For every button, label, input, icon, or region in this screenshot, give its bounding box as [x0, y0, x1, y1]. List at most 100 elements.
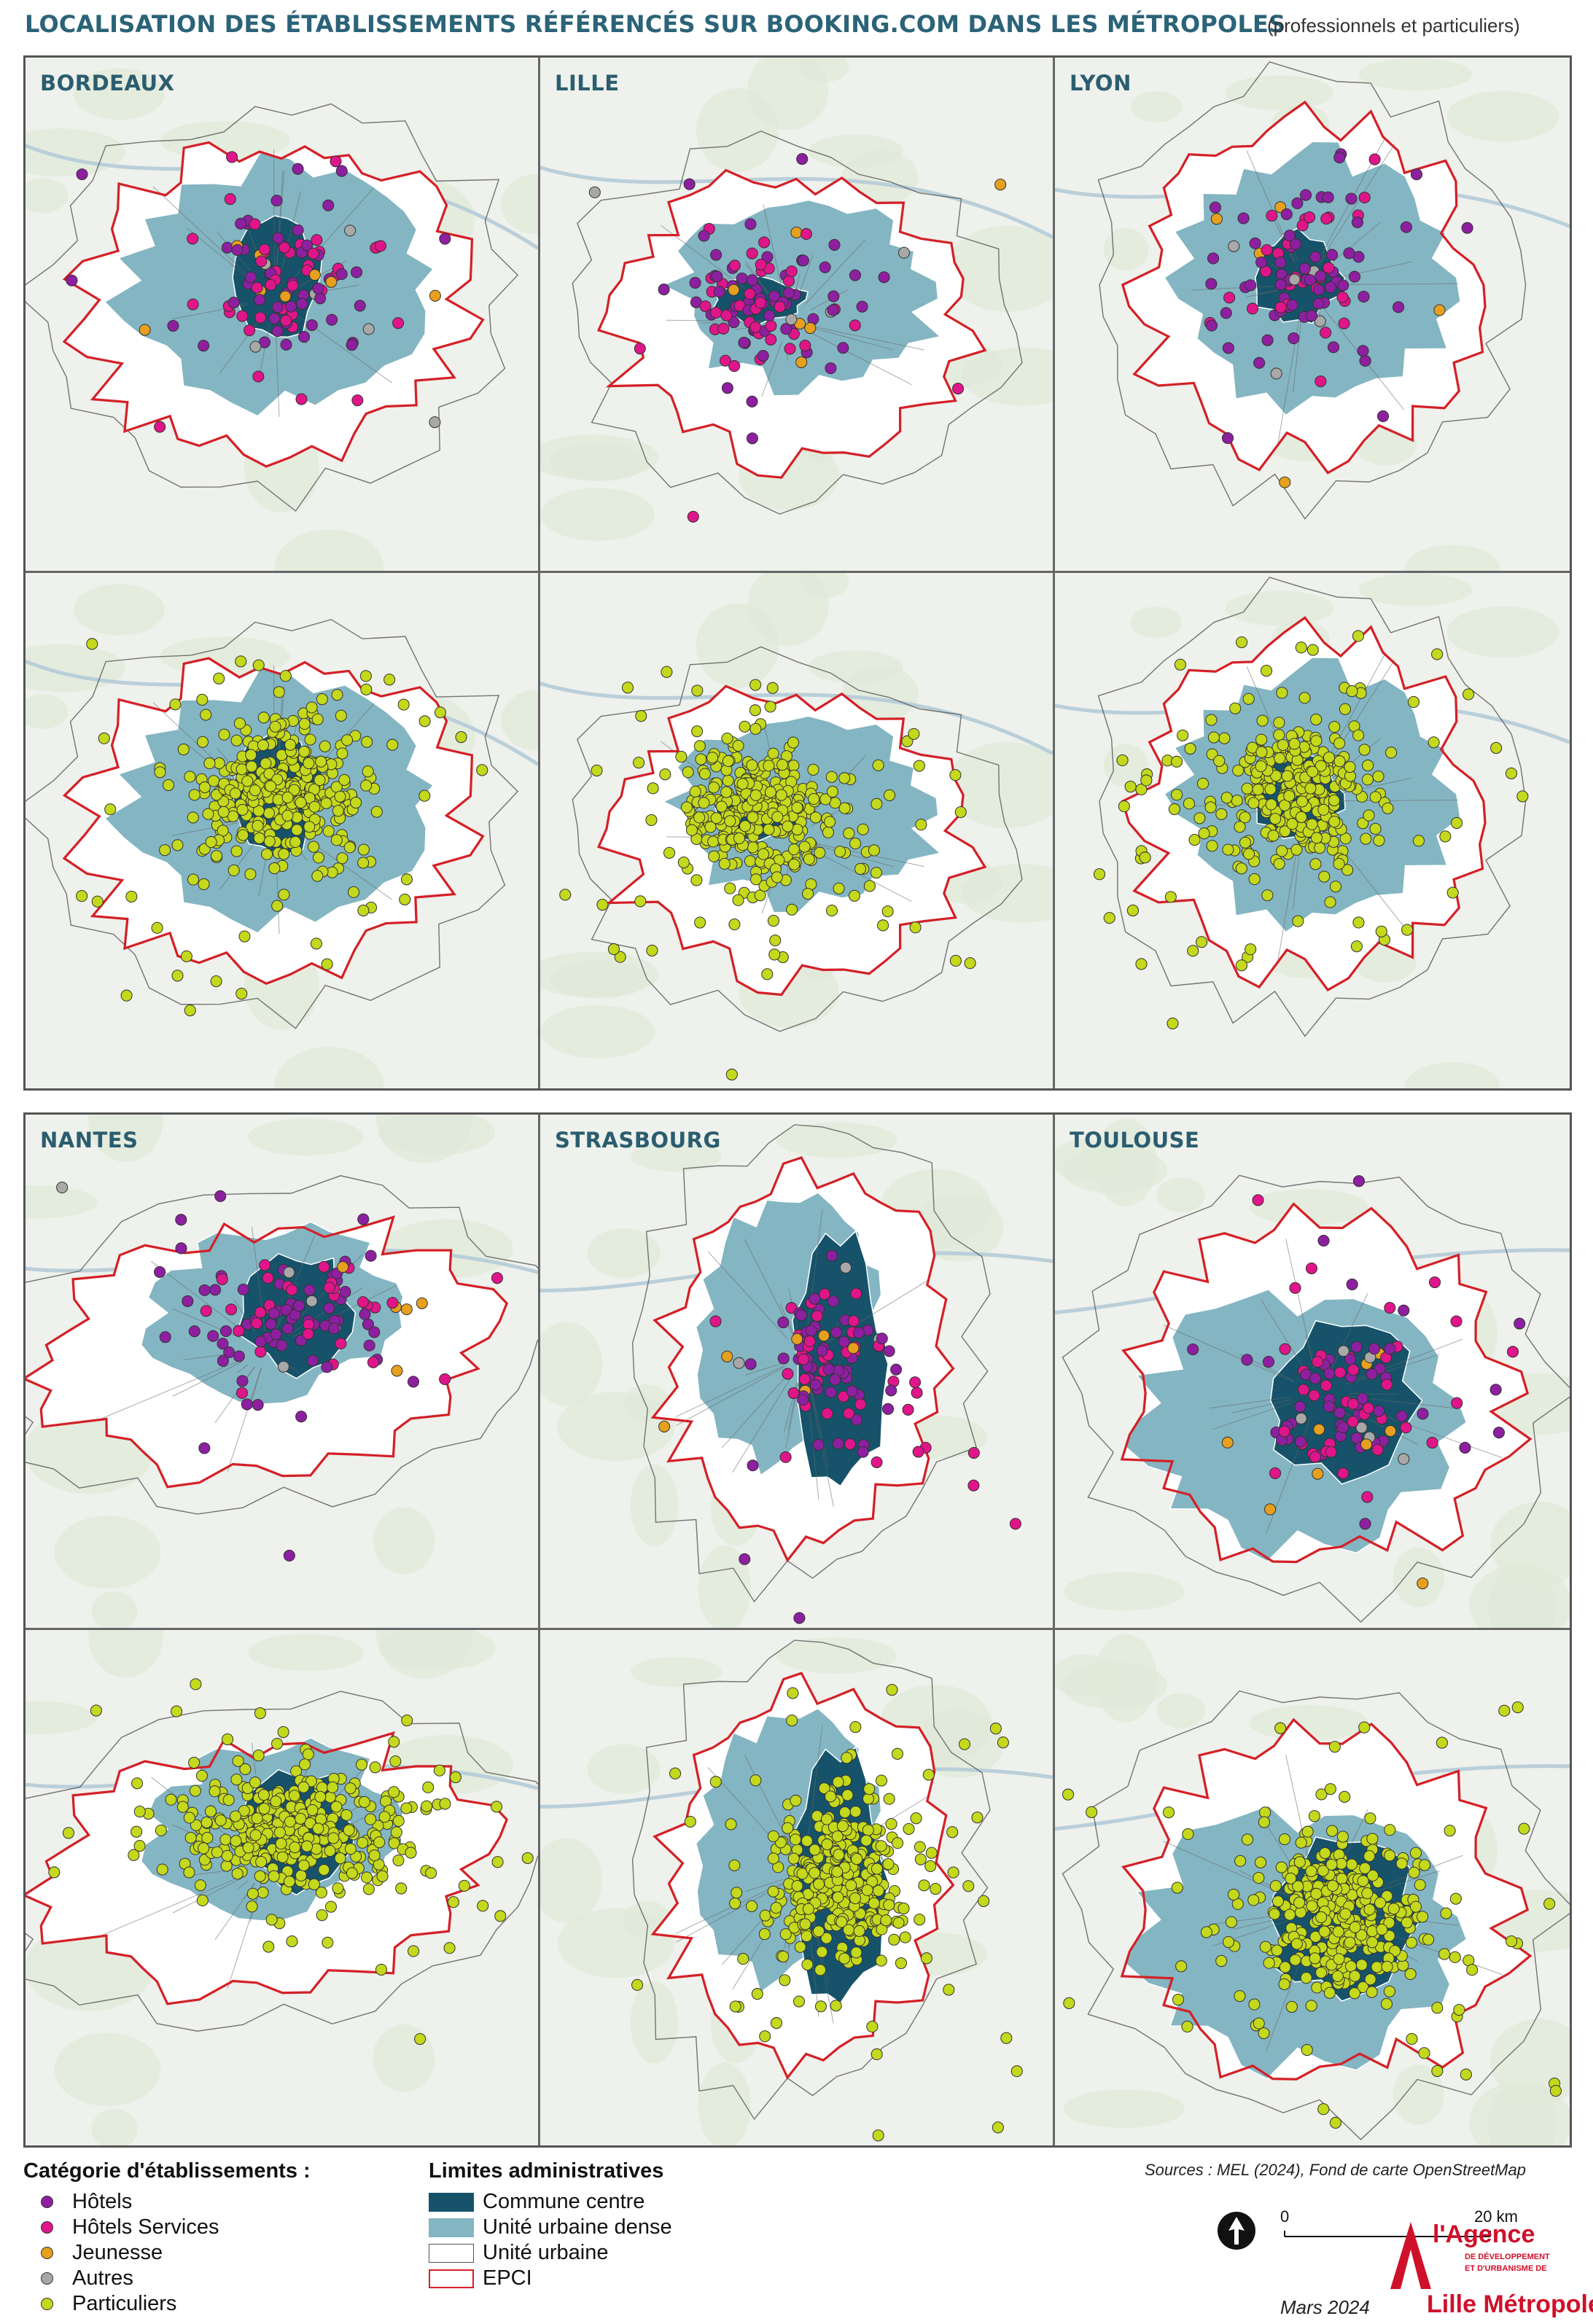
commune-boundary	[258, 322, 270, 380]
particulier-point	[1383, 1930, 1395, 1942]
establishment-point	[902, 1403, 914, 1416]
particulier-point	[48, 1866, 61, 1879]
particulier-point	[165, 1793, 177, 1806]
establishment-point	[1269, 1467, 1282, 1479]
establishment-point	[167, 319, 179, 332]
particulier-point	[383, 674, 396, 686]
particulier-point	[392, 1814, 405, 1827]
particulier-point	[1431, 2002, 1444, 2014]
particulier-point	[318, 1863, 330, 1876]
map-panel-strasbourg-particuliers[interactable]	[540, 1630, 1055, 2145]
particulier-point	[254, 1707, 267, 1720]
establishment-point	[744, 1358, 757, 1370]
particulier-point	[219, 1833, 232, 1846]
epci-boundary	[650, 1155, 955, 1563]
particulier-point	[1174, 658, 1187, 671]
establishment-point	[1220, 307, 1232, 319]
map-canvas	[1055, 1630, 1570, 2145]
map-panel-toulouse-professionnels[interactable]: TOULOUSE	[1055, 1115, 1570, 1630]
map-panel-toulouse-particuliers[interactable]	[1055, 1630, 1570, 2145]
establishment-point	[897, 246, 911, 259]
commune-boundary	[811, 849, 912, 902]
map-panel-lyon-professionnels[interactable]: LYON	[1055, 58, 1570, 573]
particulier-point	[946, 1826, 959, 1838]
particulier-point	[343, 841, 356, 854]
map-panel-lille-professionnels[interactable]: LILLE	[540, 58, 1055, 573]
establishment-point	[912, 1446, 924, 1458]
particulier-point	[171, 1705, 183, 1717]
commune-boundary	[227, 1367, 262, 1472]
map-canvas	[1055, 58, 1570, 571]
map-panel-bordeaux-particuliers[interactable]	[26, 573, 540, 1088]
map-panel-nantes-professionnels[interactable]: NANTES	[26, 1115, 540, 1630]
basemap-vegetation	[501, 690, 538, 751]
particulier-point	[722, 774, 734, 787]
establishment-point	[223, 1346, 235, 1359]
particulier-point	[819, 793, 832, 806]
particulier-point	[978, 1895, 990, 1907]
establishment-point	[1249, 237, 1261, 249]
establishment-point	[280, 338, 292, 351]
particulier-point	[314, 1790, 327, 1803]
particulier-point	[156, 1863, 168, 1876]
particulier-point	[831, 1865, 844, 1878]
map-panel-bordeaux-professionnels[interactable]: BORDEAUX	[26, 58, 540, 573]
establishment-point	[832, 1438, 844, 1450]
particulier-point	[1241, 1833, 1254, 1846]
establishment-point	[225, 1303, 238, 1316]
establishment-point	[1393, 301, 1405, 313]
particulier-point	[1175, 1960, 1188, 1973]
particulier-point	[258, 1802, 270, 1815]
particulier-point	[389, 1755, 402, 1768]
establishment-point	[391, 1365, 403, 1377]
particulier-point	[1360, 832, 1372, 845]
establishment-point	[720, 309, 733, 321]
particulier-point	[1329, 881, 1342, 893]
particulier-point	[920, 1952, 932, 1965]
particulier-point	[91, 895, 104, 908]
establishment-point	[689, 276, 701, 289]
map-panel-strasbourg-professionnels[interactable]: STRASBOURG	[540, 1115, 1055, 1630]
particulier-point	[1352, 916, 1365, 929]
establishment-point	[785, 265, 798, 278]
particulier-point	[954, 806, 967, 819]
particulier-point	[273, 1826, 286, 1838]
commune-boundary	[814, 326, 924, 351]
particulier-point	[1279, 799, 1291, 811]
particulier-point	[284, 1815, 296, 1828]
particulier-point	[989, 1723, 1002, 1735]
establishment-point	[1309, 1451, 1321, 1463]
particulier-point	[770, 1901, 782, 1914]
particulier-point	[268, 1870, 280, 1882]
establishment-point	[1337, 1345, 1349, 1357]
outer-communes-boundary	[1097, 61, 1527, 520]
map-panel-lyon-particuliers[interactable]	[1055, 573, 1570, 1088]
establishment-point	[784, 343, 796, 355]
establishment-point	[254, 1306, 267, 1319]
map-panel-nantes-particuliers[interactable]	[26, 1630, 540, 2145]
particulier-point	[863, 880, 876, 892]
map-panel-lille-particuliers[interactable]	[540, 573, 1055, 1088]
establishment-point	[1451, 1397, 1463, 1409]
establishment-point	[187, 298, 199, 311]
particulier-point	[857, 823, 869, 835]
establishment-point	[1325, 1446, 1337, 1458]
establishment-point	[270, 1328, 282, 1341]
particulier-point	[310, 937, 322, 950]
particulier-point	[1333, 857, 1345, 870]
particulier-point	[1213, 754, 1226, 767]
establishment-point	[198, 340, 210, 352]
establishment-point	[765, 333, 777, 346]
map-canvas	[540, 1630, 1053, 2145]
particulier-point	[782, 820, 794, 832]
basemap-vegetation	[274, 529, 384, 571]
particulier-point	[1182, 1828, 1194, 1841]
establishment-point	[746, 432, 758, 445]
particulier-point	[133, 1805, 146, 1818]
particulier-point	[1414, 1879, 1426, 1891]
establishment-point	[800, 227, 812, 241]
establishment-point	[1428, 1276, 1441, 1289]
particulier-point	[1309, 1952, 1321, 1965]
establishment-point	[1274, 301, 1287, 313]
particulier-point	[357, 904, 370, 917]
